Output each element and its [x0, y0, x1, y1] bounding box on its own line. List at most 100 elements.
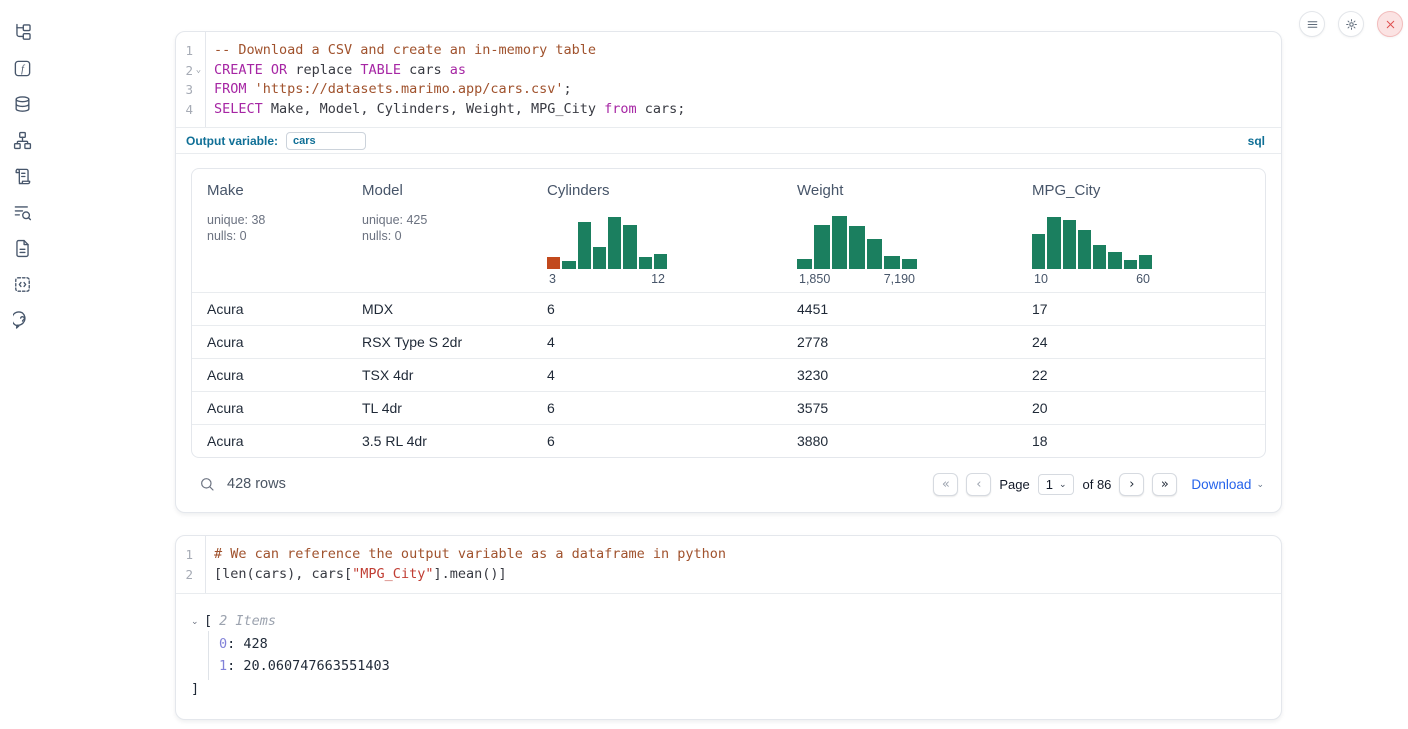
bracket-open: [ — [204, 611, 212, 631]
text-search-icon[interactable] — [12, 202, 32, 222]
histogram-bar[interactable] — [1078, 230, 1091, 269]
histogram-bar[interactable] — [884, 256, 899, 269]
python-cell: 1# We can reference the output variable … — [175, 535, 1282, 719]
histogram-bar[interactable] — [608, 217, 621, 269]
column-histogram[interactable]: 1060 — [1032, 214, 1152, 286]
prev-page-button[interactable]: ‹ — [966, 473, 991, 496]
histogram-min-label: 3 — [549, 272, 556, 286]
tree-item-separator: : — [227, 658, 243, 674]
page-select-value: 1 — [1046, 477, 1053, 492]
menu-icon[interactable] — [1299, 11, 1325, 37]
table-cell: TL 4dr — [347, 400, 532, 416]
histogram-bar[interactable] — [849, 226, 864, 269]
line-number: 2 — [185, 61, 193, 81]
dependency-graph-icon[interactable] — [12, 130, 32, 150]
code-line: 2⌄CREATE OR replace TABLE cars as — [176, 61, 1281, 81]
output-variable-label: Output variable: — [186, 134, 278, 148]
table-cell: Acura — [192, 301, 347, 317]
next-page-button[interactable]: › — [1119, 473, 1144, 496]
table-cell: Acura — [192, 400, 347, 416]
code-line: 3FROM 'https://datasets.marimo.app/cars.… — [176, 80, 1281, 100]
column-header-mpg_city[interactable]: MPG_City 1060 — [1017, 169, 1265, 292]
histogram-bar[interactable] — [593, 247, 606, 269]
notebook-area: 1-- Download a CSV and create an in-memo… — [175, 31, 1282, 720]
histogram-bar[interactable] — [639, 257, 652, 269]
histogram-bar[interactable] — [867, 239, 882, 269]
line-number: 1 — [185, 41, 193, 61]
table-row: AcuraTSX 4dr4323022 — [192, 358, 1265, 391]
chevron-down-icon: ⌄ — [1059, 479, 1067, 490]
histogram-min-label: 10 — [1034, 272, 1048, 286]
table-cell: Acura — [192, 367, 347, 383]
code-line: 1-- Download a CSV and create an in-memo… — [176, 41, 1281, 61]
histogram-bar[interactable] — [1093, 245, 1106, 269]
last-page-button[interactable]: » — [1152, 473, 1177, 496]
python-code-editor[interactable]: 1# We can reference the output variable … — [176, 536, 1281, 592]
column-header-weight[interactable]: Weight1,8507,190 — [782, 169, 1017, 292]
download-label: Download — [1191, 477, 1251, 492]
histogram-bar[interactable] — [623, 225, 636, 269]
line-number: 4 — [185, 100, 193, 120]
column-histogram[interactable]: 1,8507,190 — [797, 214, 917, 286]
svg-text:f: f — [21, 64, 26, 75]
histogram-bar[interactable] — [797, 259, 812, 269]
histogram-bar[interactable] — [578, 222, 591, 269]
document-icon[interactable] — [12, 238, 32, 258]
help-icon[interactable] — [12, 310, 32, 330]
file-tree-icon[interactable] — [12, 22, 32, 42]
tree-item-key: 0 — [219, 636, 227, 652]
table-row: AcuraTL 4dr6357520 — [192, 391, 1265, 424]
code-line: 2[len(cars), cars["MPG_City"].mean()] — [176, 565, 1281, 585]
code-snippets-icon[interactable] — [12, 274, 32, 294]
column-histogram[interactable]: 312 — [547, 214, 667, 286]
column-header-model[interactable]: Model unique: 425nulls: 0 — [347, 169, 532, 292]
table-row: AcuraRSX Type S 2dr4277824 — [192, 325, 1265, 358]
histogram-bar[interactable] — [902, 259, 917, 269]
output-variable-input[interactable] — [286, 132, 366, 150]
histogram-bar[interactable] — [814, 225, 829, 269]
column-name: Model — [362, 182, 526, 199]
column-name: MPG_City — [1032, 182, 1259, 199]
collapse-chevron-icon[interactable]: ⌄ — [191, 611, 204, 631]
table-row: AcuraMDX6445117 — [192, 292, 1265, 325]
line-number: 3 — [185, 80, 193, 100]
search-icon[interactable] — [199, 476, 215, 492]
histogram-bar[interactable] — [1047, 217, 1060, 269]
histogram-bar[interactable] — [654, 254, 667, 269]
table-cell: 20 — [1017, 400, 1265, 416]
table-cell: 6 — [532, 433, 782, 449]
table-cell: 4 — [532, 334, 782, 350]
table-row: Acura3.5 RL 4dr6388018 — [192, 424, 1265, 457]
column-stats: unique: 425nulls: 0 — [362, 212, 526, 244]
histogram-bar[interactable] — [832, 216, 847, 269]
table-cell: 18 — [1017, 433, 1265, 449]
fold-chevron-icon[interactable]: ⌄ — [193, 61, 204, 81]
column-header-cylinders[interactable]: Cylinders 312 — [532, 169, 782, 292]
settings-gear-icon[interactable] — [1338, 11, 1364, 37]
scroll-log-icon[interactable] — [12, 166, 32, 186]
table-cell: 22 — [1017, 367, 1265, 383]
first-page-button[interactable]: « — [933, 473, 958, 496]
table-cell: 2778 — [782, 334, 1017, 350]
page-select[interactable]: 1 ⌄ — [1038, 474, 1075, 495]
histogram-bar[interactable] — [547, 257, 560, 269]
histogram-bar[interactable] — [1032, 234, 1045, 269]
database-icon[interactable] — [12, 94, 32, 114]
sql-code-editor[interactable]: 1-- Download a CSV and create an in-memo… — [176, 32, 1281, 127]
histogram-bar[interactable] — [1063, 220, 1076, 269]
histogram-bar[interactable] — [1108, 252, 1121, 269]
table-cell: 3880 — [782, 433, 1017, 449]
python-output-tree: ⌄ [ 2 Items 0: 4281: 20.060747663551403 … — [176, 594, 1281, 719]
tree-item-separator: : — [227, 636, 243, 652]
data-table: Makeunique: 38nulls: 0 Model unique: 425nu… — [191, 168, 1266, 458]
histogram-bar[interactable] — [562, 261, 575, 269]
histogram-bar[interactable] — [1124, 260, 1137, 269]
download-button[interactable]: Download ⌄ — [1191, 477, 1264, 492]
column-name: Cylinders — [547, 182, 776, 199]
close-icon[interactable] — [1377, 11, 1403, 37]
items-count-label: 2 Items — [219, 611, 276, 631]
tree-item-key: 1 — [219, 658, 227, 674]
column-header-make[interactable]: Makeunique: 38nulls: 0 — [192, 169, 347, 292]
function-square-icon[interactable]: f — [12, 58, 32, 78]
histogram-bar[interactable] — [1139, 255, 1152, 269]
